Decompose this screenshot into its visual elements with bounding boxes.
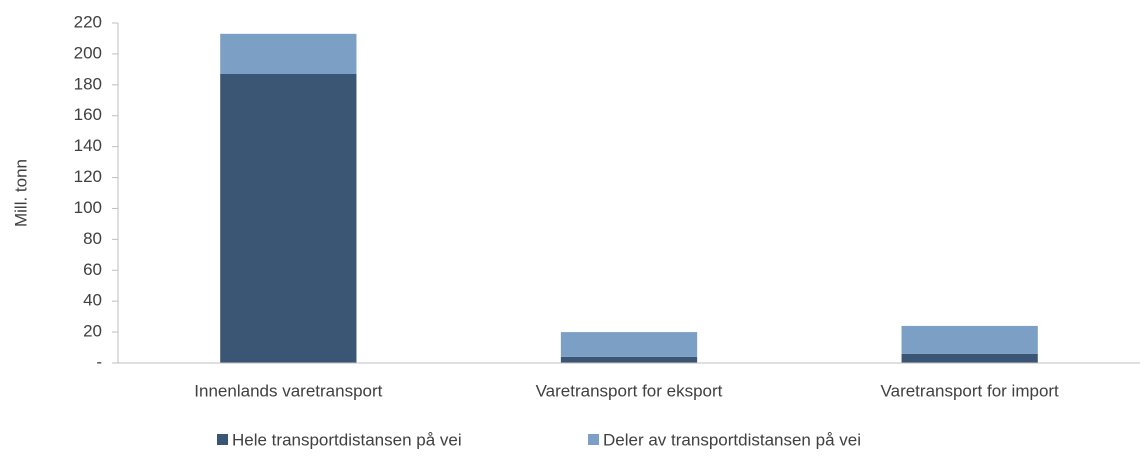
x-tick-label: Innenlands varetransport: [194, 381, 382, 400]
y-tick-label: 200: [74, 43, 102, 62]
y-tick-label: 180: [74, 74, 102, 93]
y-tick-label: 140: [74, 136, 102, 155]
legend-swatch: [588, 434, 599, 445]
x-tick-label: Varetransport for import: [881, 381, 1060, 400]
y-tick-label: 120: [74, 167, 102, 186]
bar-segment: [901, 353, 1038, 363]
legend-label: Hele transportdistansen på vei: [232, 430, 462, 449]
y-tick-label: 20: [83, 322, 102, 341]
y-tick-label: 80: [83, 229, 102, 248]
bar-segment: [901, 325, 1038, 354]
y-tick-label: 40: [83, 291, 102, 310]
y-tick-label: 60: [83, 260, 102, 279]
y-tick-label: 100: [74, 198, 102, 217]
y-axis-label: Mill. tonn: [11, 159, 30, 227]
y-tick-label: 220: [74, 12, 102, 31]
bar-segment: [220, 74, 357, 363]
bar-segment: [560, 332, 698, 357]
bar-segment: [220, 33, 357, 74]
x-tick-label: Varetransport for eksport: [536, 381, 723, 400]
y-tick-label: 160: [74, 105, 102, 124]
y-tick-label: -: [96, 352, 102, 371]
bar-segment: [560, 356, 698, 363]
legend-label: Deler av transportdistansen på vei: [603, 430, 861, 449]
legend-swatch: [217, 434, 228, 445]
